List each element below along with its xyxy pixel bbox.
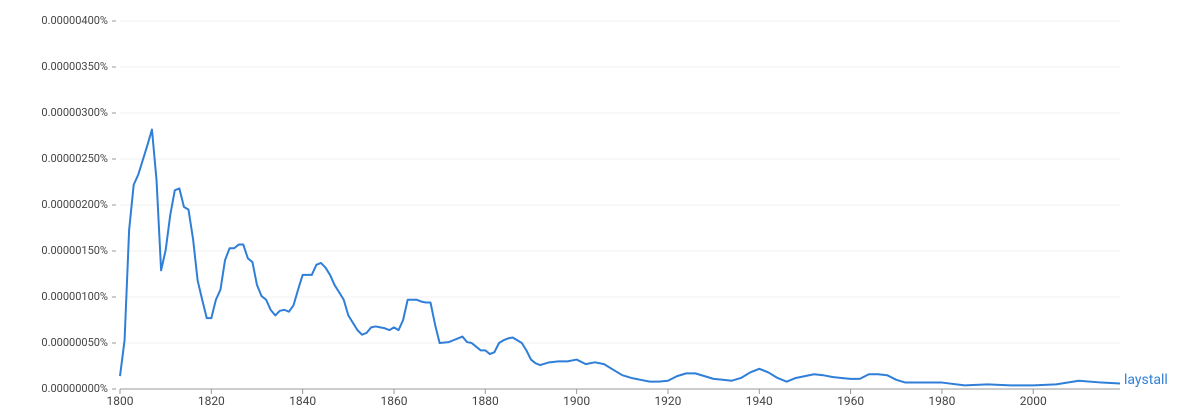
y-tick-label: 0.00000400% [41,14,108,27]
series-line [119,128,1121,387]
x-tick-label: 1880 [472,394,499,408]
x-tick-label: 1960 [837,394,864,408]
x-tick-label: 1840 [289,394,316,408]
x-tick-label: 1900 [563,394,590,408]
y-tick-label: 0.00000300% [41,106,108,119]
x-tick-label: 1800 [107,394,134,408]
x-tick-label: 1940 [746,394,773,408]
y-tick-label: 0.00000200% [41,198,108,211]
series-label: laystall [1124,372,1168,388]
x-tick-label: 1920 [654,394,681,408]
x-tick-label: 1980 [928,394,955,408]
y-tick-label: 0.00000250% [41,152,108,165]
x-tick-label: 1860 [380,394,407,408]
y-tick-label: 0.00000000% [41,382,108,395]
x-tick-label: 1820 [198,394,225,408]
x-tick-label: 2000 [1020,394,1047,408]
y-tick-label: 0.00000100% [41,290,108,303]
y-tick-label: 0.00000350% [41,60,108,73]
y-tick-label: 0.00000050% [41,336,108,349]
y-tick-label: 0.00000150% [41,244,108,257]
